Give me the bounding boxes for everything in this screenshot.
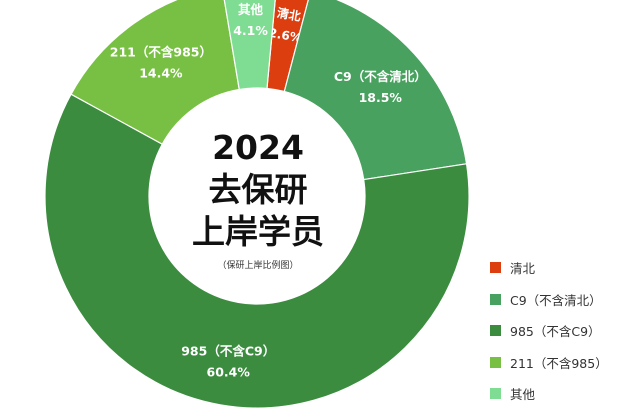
legend-swatch: [490, 293, 501, 305]
slice-category-label: 清北: [276, 5, 302, 24]
slice-category-label: C9（不含清北）: [334, 69, 427, 84]
slice-value-label: 14.4%: [139, 66, 183, 81]
slice-category-label: 211（不含985）: [110, 45, 212, 60]
center-line-1: 去保研: [208, 170, 308, 209]
legend-label: 其他: [510, 387, 536, 403]
legend-label: 985（不含C9）: [510, 324, 601, 340]
legend-item-qingbei[interactable]: 清北: [490, 252, 608, 284]
slice-value-label: 18.5%: [359, 90, 403, 105]
slice-label-other: 其他 4.1%: [233, 2, 268, 38]
legend-label: 211（不含985）: [510, 355, 608, 371]
legend-swatch: [490, 262, 501, 274]
legend-item-c9[interactable]: C9（不含清北）: [490, 284, 608, 316]
slice-value-label: 60.4%: [207, 364, 251, 379]
slice-category-label: 985（不含C9）: [181, 343, 275, 358]
center-year: 2024: [212, 128, 304, 167]
slice-label-985: 985（不含C9） 60.4%: [181, 343, 275, 379]
slice-value-label: 2.6%: [268, 26, 303, 46]
slice-label-qingbei: 清北 2.6%: [268, 5, 303, 46]
slice-value-label: 4.1%: [233, 23, 268, 38]
legend-swatch: [490, 388, 501, 400]
legend: 清北 C9（不含清北） 985（不含C9） 211（不含985） 其他: [490, 252, 608, 410]
legend-label: 清北: [510, 261, 536, 277]
legend-item-985[interactable]: 985（不含C9）: [490, 315, 608, 347]
legend-swatch: [490, 325, 501, 337]
slice-label-c9: C9（不含清北） 18.5%: [334, 69, 427, 105]
center-line-2: 上岸学员: [192, 212, 324, 251]
legend-label: C9（不含清北）: [510, 292, 602, 308]
slice-label-211: 211（不含985） 14.4%: [110, 45, 212, 81]
slice-category-label: 其他: [238, 2, 264, 17]
slice-c9[interactable]: [283, 0, 468, 181]
legend-item-211[interactable]: 211（不含985）: [490, 347, 608, 379]
center-subtitle: （保研上岸比例图）: [217, 261, 299, 271]
legend-item-other[interactable]: 其他: [490, 378, 608, 410]
legend-swatch: [490, 356, 501, 368]
donut-center: [149, 88, 365, 304]
